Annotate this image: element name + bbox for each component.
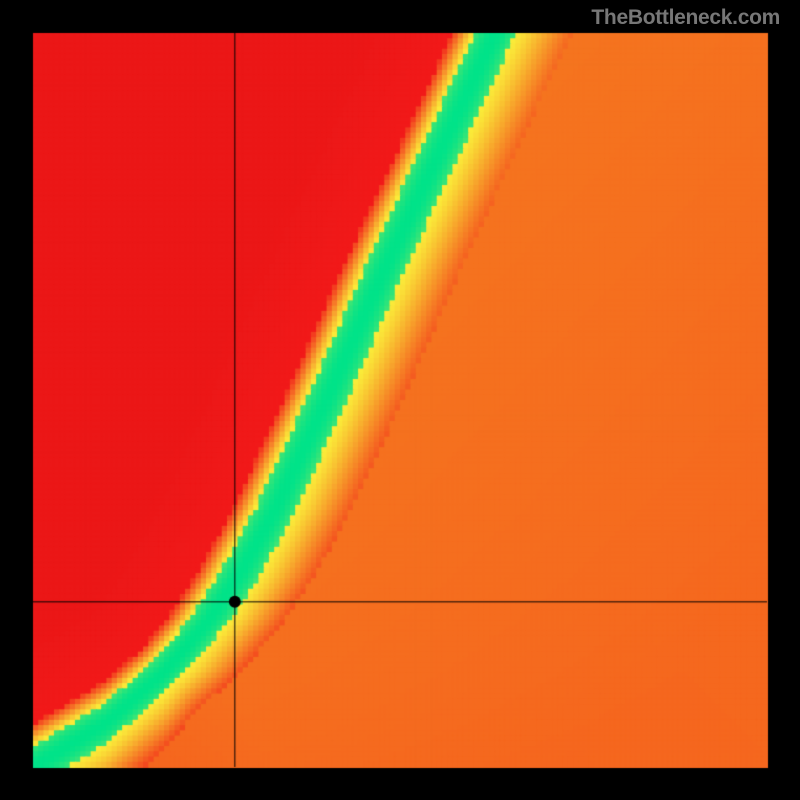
watermark-text: TheBottleneck.com xyxy=(591,6,780,30)
heatmap-canvas xyxy=(0,0,800,800)
chart-container: TheBottleneck.com xyxy=(0,0,800,800)
